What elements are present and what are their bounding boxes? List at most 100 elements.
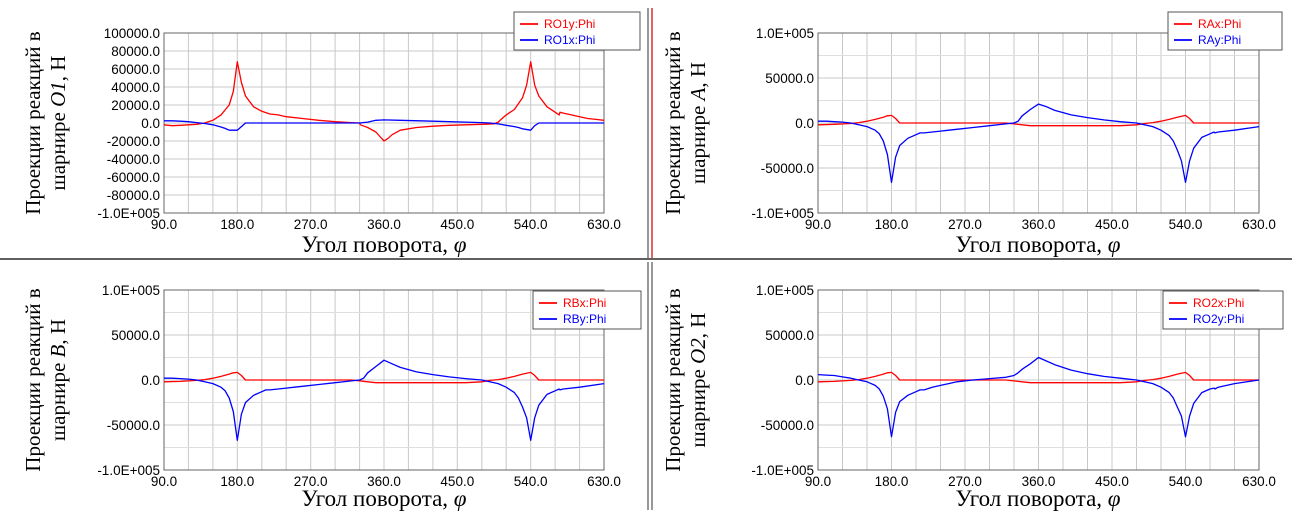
- chart4-x-tick-label: 180.0: [875, 474, 909, 489]
- chart1-x-tick-label: 270.0: [294, 217, 328, 232]
- chart3-x-axis-label: Угол поворота, φ: [301, 486, 466, 511]
- chart3-y-axis-label-line2: шарнире: [46, 357, 70, 441]
- chart4-x-axis-label-symbol: φ: [1108, 486, 1121, 511]
- chart4-legend-box: [1162, 290, 1284, 330]
- chart4-x-tick-label: 630.0: [1242, 474, 1276, 489]
- chart1-x-tick-label: 630.0: [587, 217, 621, 232]
- chart1-series-line-2: [164, 119, 604, 131]
- chart4-x-tick-label: 360.0: [1022, 474, 1056, 489]
- chart3-y-axis-label-unit: , Н: [46, 319, 70, 345]
- chart3-series-line-1: [163, 371, 604, 384]
- chart2-x-axis-label-symbol: φ: [1108, 232, 1121, 257]
- chart3-y-tick-label: -50000.0: [107, 418, 160, 433]
- chart3-x-tick-label: 270.0: [294, 474, 328, 489]
- chart1-legend-label: RO1x:Phi: [544, 33, 595, 47]
- chart3-x-axis-label-text: Угол поворота,: [301, 486, 453, 511]
- chart4-y-axis-label-line1: Проекции реакций в: [661, 288, 685, 471]
- chart2-y-tick-label: -1.0E+005: [751, 206, 814, 221]
- chart2-legend-label: RAy:Phi: [1198, 33, 1241, 47]
- chart3-x-tick-label: 180.0: [220, 474, 254, 489]
- chart1-x-tick-label: 540.0: [514, 217, 548, 232]
- chart1-x-tick-label: 90.0: [151, 217, 177, 232]
- chart2-x-tick-label: 540.0: [1169, 217, 1203, 232]
- chart1-y-axis-label-line2: шарнире: [46, 107, 70, 191]
- chart4-x-axis-label: Угол поворота, φ: [955, 486, 1120, 511]
- chart2-y-tick-label: -50000.0: [761, 161, 814, 176]
- chart1-panel: 100000.0 80000.0 60000.0 40000.0 20000.0 0.0 -…: [21, 11, 641, 257]
- chart1-legend-box: [513, 11, 641, 51]
- chart3-y-tick-label: 0.0: [141, 373, 160, 388]
- chart1-y-tick-label: 100000.0: [104, 26, 160, 41]
- chart2-x-tick-label: 450.0: [1095, 217, 1129, 232]
- chart4-x-axis-label-text: Угол поворота,: [955, 486, 1107, 511]
- chart4-series-line-1: [817, 371, 1259, 384]
- chart1-x-axis-label-symbol: φ: [454, 232, 467, 257]
- chart1-y-axis-label: Проекции реакций вшарнире O1, Н: [21, 31, 70, 214]
- chart4-x-tick-label: 450.0: [1095, 474, 1129, 489]
- chart4-y-tick-label: -50000.0: [761, 418, 814, 433]
- chart4-y-tick-label: 1.0E+005: [756, 283, 814, 298]
- chart2-x-axis-label-text: Угол поворота,: [955, 232, 1107, 257]
- chart3-x-tick-label: 450.0: [440, 474, 474, 489]
- chart2-x-tick-label: 270.0: [948, 217, 982, 232]
- chart1-y-tick-label: 80000.0: [111, 44, 160, 59]
- chart2-legend-label: RAx:Phi: [1198, 17, 1241, 31]
- chart1-y-tick-label: 20000.0: [111, 98, 160, 113]
- chart3-y-axis-label-joint: B: [46, 344, 70, 357]
- chart3-x-axis-label-symbol: φ: [454, 486, 467, 511]
- chart2-x-tick-label: 90.0: [805, 217, 831, 232]
- chart4-y-axis-label: Проекции реакций вшарнире O2, Н: [661, 288, 710, 471]
- chart3-y-axis-label: Проекции реакций вшарнире B, Н: [21, 288, 70, 471]
- chart2-x-tick-label: 630.0: [1242, 217, 1276, 232]
- chart1-y-tick-label: -80000.0: [107, 188, 160, 203]
- chart2-y-axis-label-line1: Проекции реакций в: [661, 31, 685, 214]
- chart2-y-tick-label: 1.0E+005: [756, 26, 814, 41]
- chart3-x-tick-label: 360.0: [367, 474, 401, 489]
- chart2-y-axis-label-joint: A: [686, 87, 710, 102]
- chart1-x-tick-label: 450.0: [440, 217, 474, 232]
- chart1-y-tick-label: -40000.0: [107, 152, 160, 167]
- chart4-x-tick-label: 90.0: [805, 474, 831, 489]
- chart4-x-tick-label: 540.0: [1169, 474, 1203, 489]
- chart2-x-tick-label: 360.0: [1022, 217, 1056, 232]
- chart2-series-line-1: [817, 114, 1259, 127]
- chart1-x-tick-label: 360.0: [367, 217, 401, 232]
- chart4-y-tick-label: -1.0E+005: [751, 463, 814, 478]
- chart1-y-axis-label-line1: Проекции реакций в: [21, 31, 45, 214]
- chart2-legend-box: [1167, 11, 1283, 51]
- chart2-y-tick-label: 0.0: [795, 116, 814, 131]
- chart4-y-tick-label: 0.0: [795, 373, 814, 388]
- chart4-legend-label: RO2y:Phi: [1193, 312, 1244, 326]
- chart3-legend-box: [532, 290, 642, 330]
- chart1-x-axis-label-text: Угол поворота,: [301, 232, 453, 257]
- chart1-x-tick-label: 180.0: [220, 217, 254, 232]
- chart3-y-tick-label: -1.0E+005: [97, 463, 160, 478]
- chart1-x-axis-label: Угол поворота, φ: [301, 232, 466, 257]
- chart1-y-tick-label: -60000.0: [107, 170, 160, 185]
- chart1-y-tick-label: 0.0: [141, 116, 160, 131]
- chart1-y-tick-label: 40000.0: [111, 80, 160, 95]
- chart3-x-tick-label: 630.0: [587, 474, 621, 489]
- chart1-y-axis-label-joint: O1: [46, 81, 70, 107]
- chart4-y-axis-label-line2: шарнире: [686, 364, 710, 448]
- chart3-x-tick-label: 90.0: [151, 474, 177, 489]
- chart2-x-tick-label: 180.0: [875, 217, 909, 232]
- chart2-y-axis-label: Проекции реакций вшарнире A, Н: [661, 31, 710, 214]
- chart1-y-axis-label-unit: , Н: [46, 56, 70, 82]
- chart1-y-tick-label: 60000.0: [111, 62, 160, 77]
- chart2-series-line-2: [818, 103, 1260, 184]
- chart3-legend-label: RBx:Phi: [563, 296, 606, 310]
- chart3-y-axis-label-line1: Проекции реакций в: [21, 288, 45, 471]
- chart4-x-tick-label: 270.0: [948, 474, 982, 489]
- chart1-legend-label: RO1y:Phi: [544, 17, 595, 31]
- chart4-y-axis-label-joint: O2: [686, 338, 710, 364]
- chart1-y-tick-label: -1.0E+005: [97, 206, 160, 221]
- chart2-y-axis-label-line2: шарнире: [686, 100, 710, 184]
- chart3-x-tick-label: 540.0: [514, 474, 548, 489]
- chart4-y-tick-label: 50000.0: [765, 328, 814, 343]
- chart3-legend-label: RBy:Phi: [563, 312, 606, 326]
